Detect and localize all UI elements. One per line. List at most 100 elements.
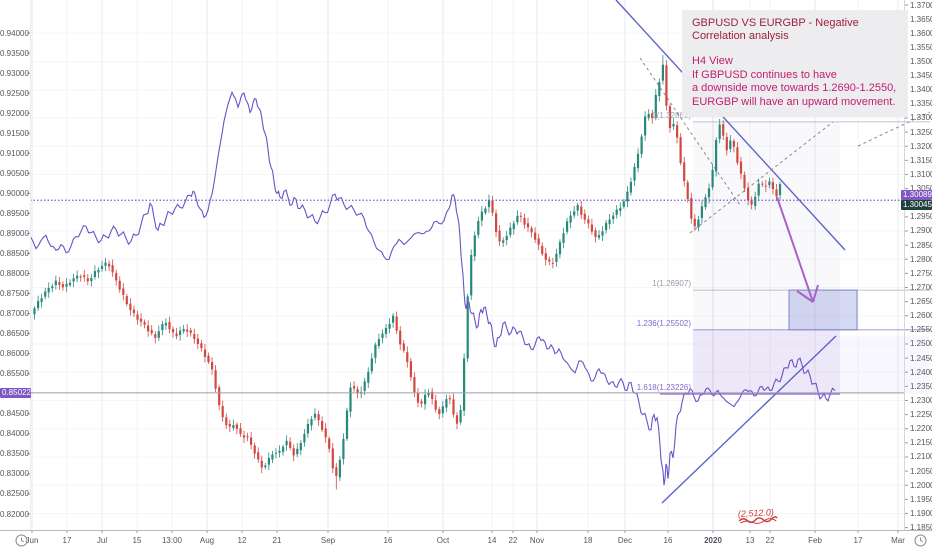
candle-body (711, 169, 714, 188)
right-axis-tick-label: 1.25500 (910, 325, 932, 335)
candle-body (161, 324, 164, 331)
candle-body (118, 280, 121, 290)
candle-body (367, 371, 370, 383)
candle-body (154, 334, 157, 338)
candle-body (409, 361, 412, 378)
right-axis-tick-label: 1.27500 (910, 268, 932, 278)
candle-body (548, 259, 551, 262)
left-axis-tick-label: 0.93500 (0, 48, 29, 58)
trendline[interactable] (615, 0, 846, 251)
candle-body (306, 424, 309, 434)
time-axis-tick-label: Jul (96, 536, 108, 545)
candle-body (132, 309, 135, 314)
candle-body (242, 435, 246, 438)
candle-body (580, 206, 583, 215)
right-axis-tick-label: 1.32000 (910, 141, 932, 151)
candle-body (697, 219, 700, 228)
candle-body (221, 406, 224, 418)
candle-body (285, 440, 288, 446)
time-axis-tick-label: Aug (199, 536, 215, 545)
projection-arrow[interactable] (776, 196, 814, 303)
right-axis-tick-label: 1.28500 (910, 240, 932, 250)
price-target-box[interactable] (788, 289, 858, 331)
candle-body (342, 438, 345, 460)
left-axis-tick-label: 0.83000 (0, 469, 29, 479)
candle-body (722, 124, 725, 136)
candle-body (299, 443, 302, 451)
candle-body (700, 206, 703, 218)
candle-body (374, 344, 377, 358)
right-axis-tick-label: 1.22000 (910, 424, 932, 434)
time-axis-tick-label: 16 (663, 536, 673, 545)
candle-body (587, 219, 590, 224)
candle-body (214, 370, 217, 389)
candle-body (615, 209, 618, 215)
candle-body (321, 420, 324, 430)
dashed-trendline[interactable] (689, 121, 834, 234)
left-axis-tick-label: 0.88500 (0, 248, 29, 258)
candle-body (509, 227, 512, 235)
candle-body (484, 208, 487, 213)
right-axis-tick-label: 1.30500 (910, 184, 932, 194)
candle-body (267, 458, 270, 465)
candle-body (51, 286, 54, 289)
candle-body (693, 218, 696, 227)
candle-body (122, 288, 125, 295)
candle-body (523, 217, 526, 225)
candle-body (296, 448, 299, 455)
analysis-note-line: H4 View (692, 55, 733, 67)
candle-body (47, 288, 50, 293)
candle-body (636, 153, 640, 168)
candle-body (576, 205, 579, 211)
candle-body (729, 140, 732, 149)
candle-body (324, 428, 327, 438)
candle-body (416, 393, 420, 403)
time-axis-tick-label: 17 (853, 536, 863, 545)
dashed-trendline[interactable] (857, 111, 931, 147)
right-axis-tick-label: 1.18500 (910, 523, 932, 533)
trendline[interactable] (661, 335, 837, 504)
right-axis-tick-label: 1.22500 (910, 410, 932, 420)
candle-body (413, 377, 416, 393)
candle-body (445, 399, 448, 408)
session-clock-icon[interactable] (14, 533, 29, 548)
time-axis-tick-label: Mar (891, 536, 905, 545)
candle-body (97, 269, 100, 273)
analysis-note-line: EURGBP will have an upward movement. (692, 95, 896, 108)
candle-body (310, 419, 313, 426)
candle-body (381, 333, 384, 338)
fib-target-band-ext (840, 335, 930, 395)
right-axis-tick-label: 1.35500 (910, 42, 932, 52)
left-axis-tick-label: 0.82500 (0, 489, 29, 499)
candle-body (455, 415, 459, 424)
left-axis-tick-label: 0.92000 (0, 108, 29, 118)
candle-body (363, 381, 366, 391)
candle-body (480, 211, 483, 221)
candle-body (732, 141, 735, 147)
fib-target-band (693, 329, 840, 395)
candle-body (502, 240, 505, 243)
candle-body (754, 196, 757, 207)
timezone-clock-icon[interactable] (913, 533, 928, 548)
candle-body (566, 221, 569, 232)
candle-body (235, 424, 238, 429)
candle-body (211, 362, 214, 370)
candle-body (431, 391, 434, 399)
analysis-note[interactable]: GBPUSD VS EURGBP - Negative Correlation … (682, 10, 908, 117)
red-scribble-annotation: (2,512.0) (738, 507, 779, 525)
candle-body (406, 352, 409, 363)
candle-body (438, 409, 441, 414)
left-axis-tick-label: 0.85500 (0, 369, 29, 379)
left-axis-tick-label: 0.90000 (0, 188, 29, 198)
candle-body (395, 316, 398, 331)
candle-body (683, 162, 686, 181)
candle-body (200, 343, 203, 349)
left-axis-tick-label: 0.89500 (0, 208, 29, 218)
candle-body (768, 181, 771, 186)
right-axis-tick-label: 1.32500 (910, 127, 932, 137)
eurgbp-line-series[interactable] (30, 90, 836, 486)
candle-body (778, 184, 782, 196)
